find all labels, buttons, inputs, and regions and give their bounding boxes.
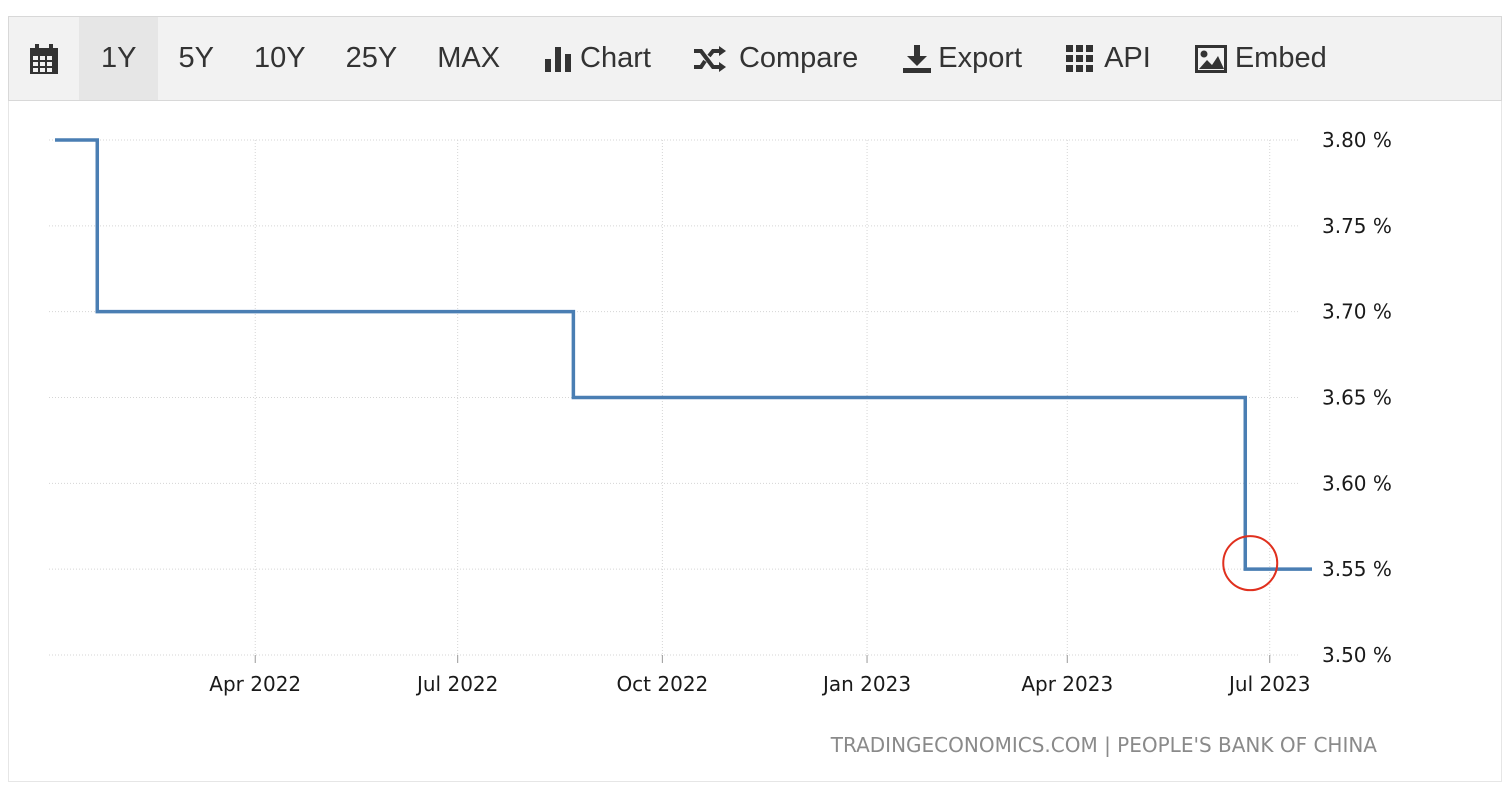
x-tick-label: Oct 2022 <box>616 672 708 696</box>
calendar-icon <box>29 43 59 75</box>
export-label: Export <box>938 42 1023 74</box>
api-label: API <box>1104 42 1151 74</box>
y-axis: 3.80 % 3.75 % 3.70 % 3.65 % 3.60 % 3.55 % 3.50… <box>1322 128 1392 667</box>
x-tick-label: Apr 2023 <box>1021 672 1113 696</box>
download-icon <box>902 44 932 74</box>
x-tick-label: Jul 2023 <box>1227 672 1310 696</box>
calendar-button[interactable] <box>9 17 79 100</box>
period-1y-button[interactable]: 1Y <box>79 17 159 100</box>
compare-label: Compare <box>738 42 859 74</box>
y-tick-label: 3.50 % <box>1322 643 1392 667</box>
y-tick-label: 3.80 % <box>1322 128 1392 152</box>
period-max-button[interactable]: MAX <box>437 42 501 74</box>
x-tick-label: Apr 2022 <box>209 672 301 696</box>
grid-icon <box>1066 44 1094 73</box>
period-5y-button[interactable]: 5Y <box>178 42 214 74</box>
image-icon <box>1194 44 1227 73</box>
series-line <box>55 138 1312 571</box>
bar-chart-icon <box>544 45 572 73</box>
y-tick-label: 3.60 % <box>1322 471 1392 495</box>
x-tick-label: Jul 2022 <box>415 672 498 696</box>
latest-value-marker <box>1222 535 1279 592</box>
x-tick-label: Jan 2023 <box>821 672 911 696</box>
y-tick-label: 3.65 % <box>1322 386 1392 410</box>
y-tick-label: 3.55 % <box>1322 557 1392 581</box>
y-tick-label: 3.70 % <box>1322 300 1392 324</box>
chart-button[interactable]: Chart <box>524 17 673 100</box>
shuffle-icon <box>693 45 727 72</box>
embed-label: Embed <box>1234 42 1327 74</box>
compare-button[interactable]: Compare <box>673 17 882 100</box>
y-tick-label: 3.75 % <box>1322 214 1392 238</box>
export-button[interactable]: Export <box>882 17 1044 100</box>
embed-button[interactable]: Embed <box>1175 17 1347 100</box>
grid <box>49 139 1298 663</box>
period-10y-button[interactable]: 10Y <box>253 42 306 74</box>
api-button[interactable]: API <box>1044 17 1175 100</box>
x-axis: Apr 2022 Jul 2022 Oct 2022 Jan 2023 Apr 2023… <box>209 672 1310 696</box>
period-25y-button[interactable]: 25Y <box>345 42 398 74</box>
toolbar: 1Y 5Y 10Y 25Y MAX Chart Compare <box>8 16 1502 101</box>
series <box>55 138 1312 592</box>
chart-label: Chart <box>580 42 651 74</box>
source-credit: TRADINGECONOMICS.COM | PEOPLE'S BANK OF … <box>830 733 1378 757</box>
